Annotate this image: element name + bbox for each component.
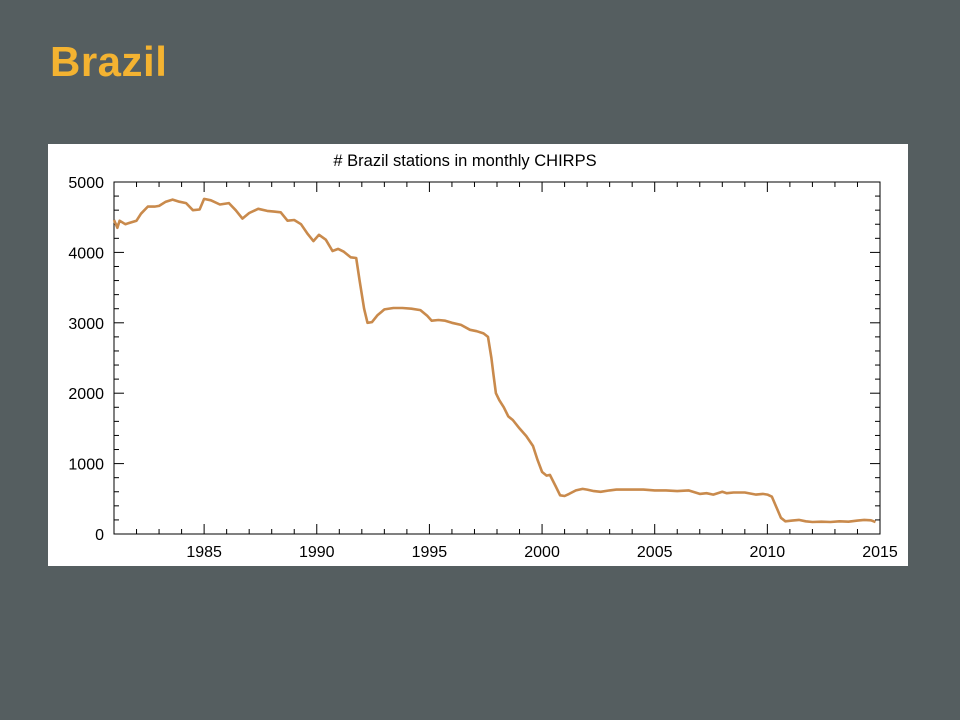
x-tick-label: 2015 — [862, 544, 898, 561]
x-tick-label: 1985 — [186, 544, 222, 561]
chart-title: # Brazil stations in monthly CHIRPS — [333, 152, 596, 170]
y-tick-label: 4000 — [68, 245, 104, 262]
slide-title: Brazil — [50, 38, 168, 85]
x-tick-label: 1990 — [299, 544, 335, 561]
chart-panel: # Brazil stations in monthly CHIRPS 1985… — [48, 144, 908, 566]
y-tick-label: 2000 — [68, 386, 104, 403]
x-tick-label: 2005 — [637, 544, 673, 561]
x-tick-label: 2010 — [750, 544, 786, 561]
x-tick-label: 2000 — [524, 544, 560, 561]
series-line — [112, 197, 876, 524]
x-tick-label: 1995 — [412, 544, 448, 561]
plot-frame — [113, 181, 881, 535]
y-tick-label: 0 — [95, 527, 104, 544]
y-tick-label: 3000 — [68, 316, 104, 333]
axis-ticks — [113, 181, 881, 535]
y-tick-label: 1000 — [68, 457, 104, 474]
axis-tick-labels: 1985 1990 1995 2000 2005 2010 2015 0 1000 2000 300… — [68, 175, 897, 561]
line-chart: # Brazil stations in monthly CHIRPS 1985… — [68, 152, 897, 561]
y-tick-label: 5000 — [68, 175, 104, 192]
